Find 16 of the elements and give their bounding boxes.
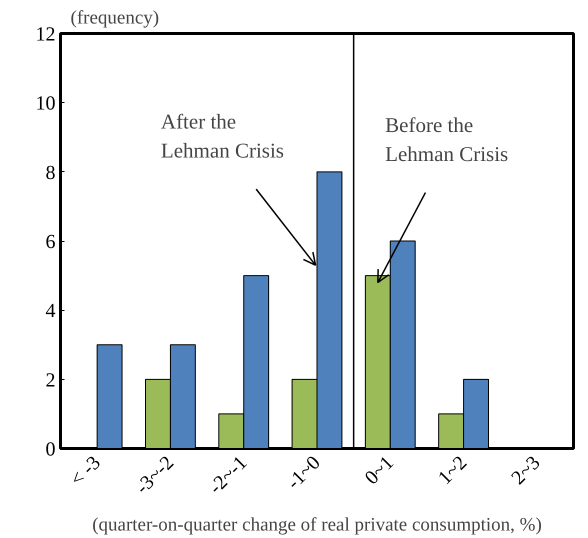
- text: Before the Lehman Crisis: [385, 113, 508, 166]
- y-tick-label: 0: [46, 438, 56, 460]
- x-axis-title: (quarter-on-quarter change of real private consumption, %): [92, 514, 542, 536]
- series-label: After the Lehman Crisis: [160, 110, 284, 162]
- y-tick-label: 4: [46, 300, 56, 322]
- y-tick-label: 10: [36, 92, 56, 115]
- y-tick-label: 12: [36, 24, 56, 46]
- x-tick-label: 0~1: [360, 452, 398, 490]
- x-tick-label: 2~3: [507, 452, 545, 490]
- y-tick-label: 8: [46, 162, 56, 184]
- y-tick-label: 2: [46, 369, 56, 392]
- y-tick-label: 6: [46, 231, 56, 253]
- x-tick-label: -1~0: [282, 452, 325, 494]
- y-axis-title: (frequency): [70, 8, 160, 28]
- x-tick-label: 1~2: [434, 452, 472, 490]
- x-tick-label: < -3: [66, 452, 105, 491]
